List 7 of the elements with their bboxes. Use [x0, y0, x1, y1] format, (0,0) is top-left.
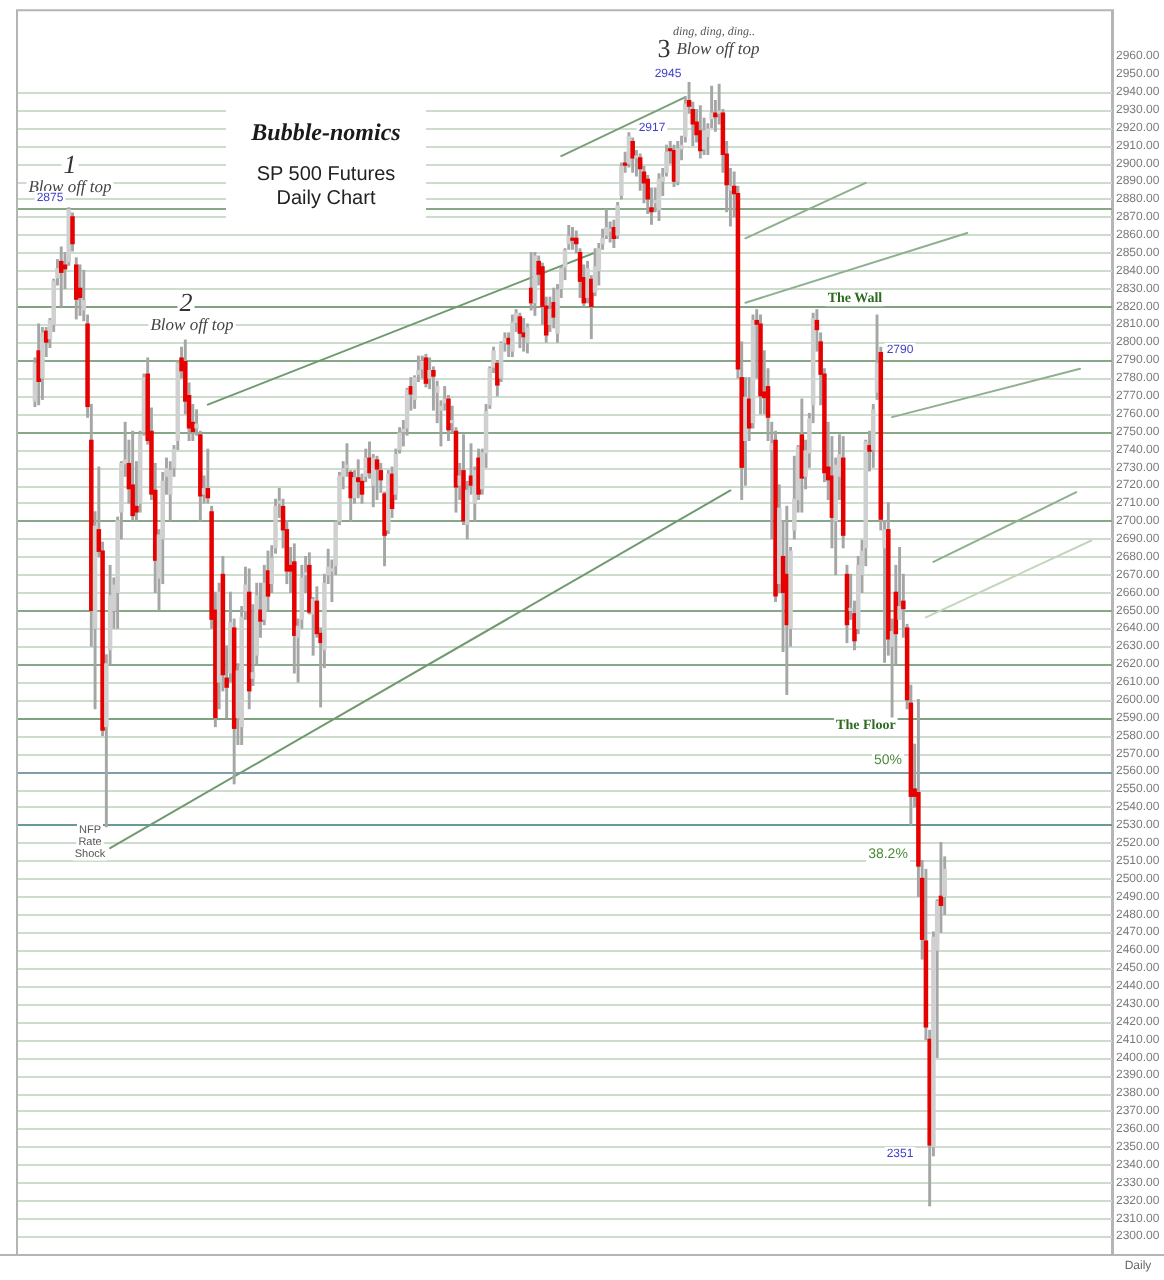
annotation: Blow off top: [150, 314, 234, 335]
text: SP 500 Futures Daily Chart: [254, 164, 398, 212]
text: Bubble-nomics: [249, 116, 403, 148]
annotation: 2: [179, 286, 194, 317]
annotation: 1: [63, 148, 77, 179]
annotation: 3: [657, 32, 671, 63]
annotation: Blow off top: [676, 38, 760, 59]
